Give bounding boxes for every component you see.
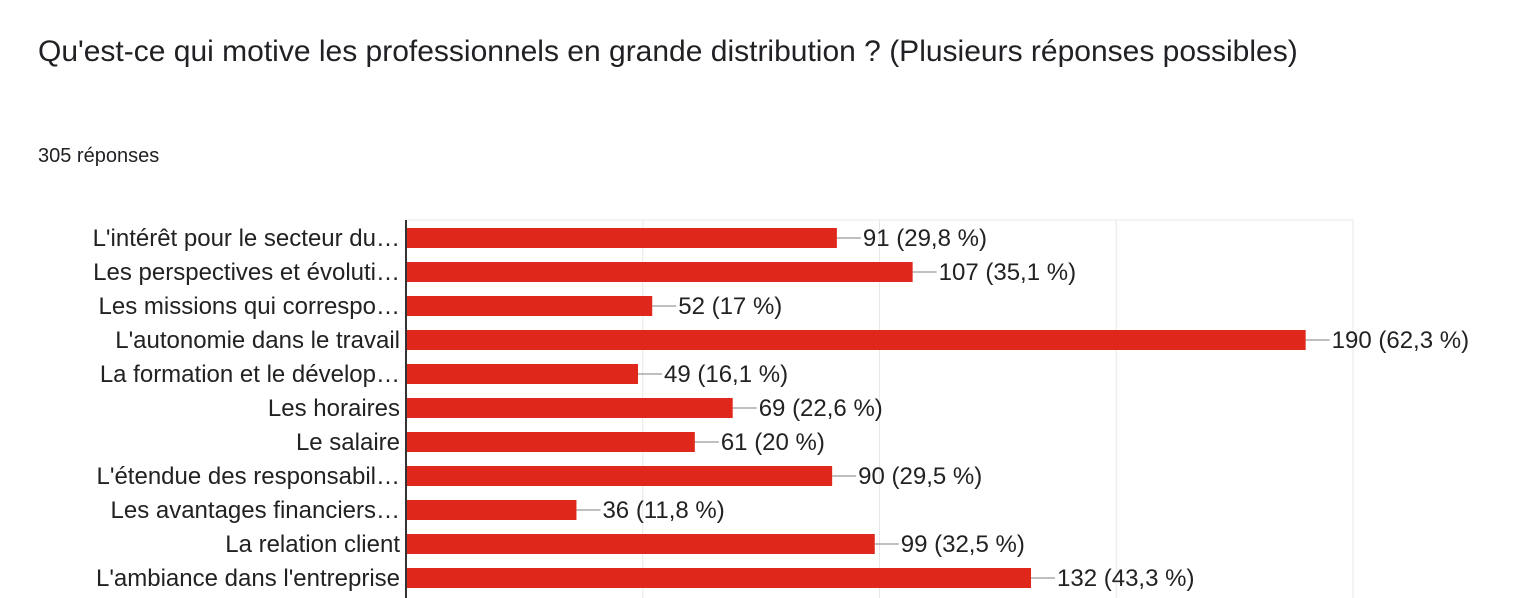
data-label: 132 (43,3 %): [1057, 565, 1194, 592]
bar: [406, 330, 1306, 350]
data-label: 91 (29,8 %): [863, 225, 987, 252]
data-label: 107 (35,1 %): [939, 259, 1076, 286]
category-label: La formation et le dévelop…: [100, 361, 400, 388]
bar: [406, 296, 653, 316]
bar: [406, 500, 577, 520]
bar: [406, 228, 837, 248]
category-label: L'intérêt pour le secteur du…: [93, 225, 400, 252]
page-title: Qu'est-ce qui motive les professionnels …: [38, 35, 1298, 68]
category-label: Les missions qui correspo…: [99, 293, 400, 320]
category-label: Les perspectives et évoluti…: [93, 259, 400, 286]
bar: [406, 568, 1032, 588]
bar: [406, 432, 695, 452]
data-label: 90 (29,5 %): [858, 463, 982, 490]
data-label: 61 (20 %): [721, 429, 825, 456]
category-label: L'autonomie dans le travail: [115, 327, 400, 354]
data-label: 52 (17 %): [678, 293, 782, 320]
category-label: L'étendue des responsabil…: [97, 463, 400, 490]
data-label: 36 (11,8 %): [602, 497, 724, 524]
bar: [406, 398, 733, 418]
category-label: Les horaires: [268, 395, 400, 422]
data-label: 99 (32,5 %): [901, 531, 1025, 558]
bar: [406, 466, 833, 486]
category-label: La relation client: [225, 531, 400, 558]
bar: [406, 262, 913, 282]
category-label: L'ambiance dans l'entreprise: [96, 565, 400, 592]
category-label: Le salaire: [296, 429, 400, 456]
bar: [406, 364, 639, 384]
data-label: 69 (22,6 %): [759, 395, 883, 422]
data-label: 190 (62,3 %): [1332, 327, 1469, 354]
category-label: Les avantages financiers…: [111, 497, 401, 524]
data-label: 49 (16,1 %): [664, 361, 788, 388]
bar: [406, 534, 875, 554]
response-count: 305 réponses: [38, 145, 160, 167]
